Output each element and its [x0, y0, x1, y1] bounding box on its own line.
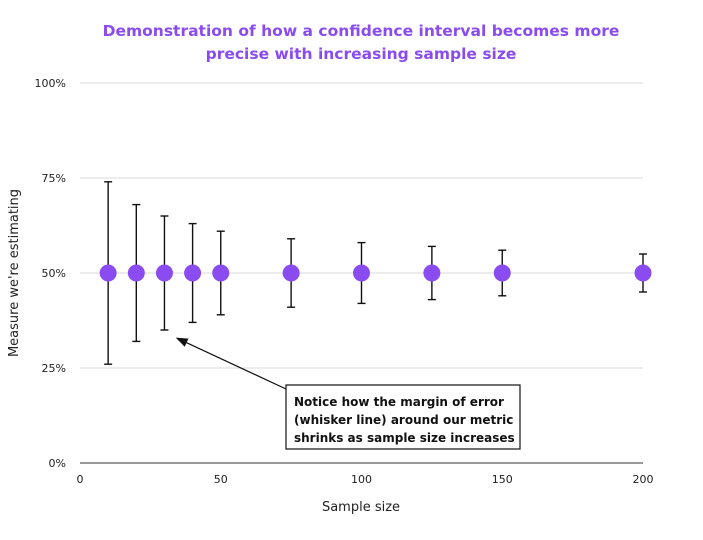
data-point	[634, 264, 652, 282]
annotation-arrow-head	[175, 337, 189, 347]
annotation-line-1: Notice how the margin of error	[294, 395, 504, 409]
annotation: Notice how the margin of error (whisker …	[175, 337, 521, 450]
y-tick-label: 50%	[42, 267, 66, 280]
x-tick-label: 0	[77, 473, 84, 486]
x-tick-label: 200	[633, 473, 654, 486]
x-axis-ticks: 0 50 100 150 200	[77, 473, 654, 486]
x-tick-label: 150	[492, 473, 513, 486]
y-axis-ticks: 0% 25% 50% 75% 100%	[35, 77, 66, 470]
y-tick-label: 100%	[35, 77, 66, 90]
y-tick-label: 0%	[49, 457, 66, 470]
data-point	[127, 264, 145, 282]
x-tick-label: 100	[351, 473, 372, 486]
data-point	[184, 264, 202, 282]
data-point	[493, 264, 511, 282]
gridlines	[80, 82, 643, 369]
y-axis-label: Measure we're estimating	[7, 189, 22, 357]
x-axis-label: Sample size	[322, 500, 400, 515]
annotation-line-2: (whisker line) around our metric	[294, 413, 513, 427]
y-tick-label: 25%	[42, 362, 66, 375]
data-point	[353, 264, 370, 282]
data-points	[99, 264, 652, 282]
chart-title-line-1: Demonstration of how a confidence interv…	[103, 22, 620, 40]
y-tick-label: 75%	[42, 172, 66, 185]
chart-title-line-2: precise with increasing sample size	[206, 45, 517, 63]
data-point	[423, 264, 441, 282]
annotation-line-3: shrinks as sample size increases	[294, 431, 515, 445]
data-point	[155, 264, 173, 282]
data-point	[282, 264, 300, 282]
data-point	[99, 264, 117, 282]
annotation-box	[285, 384, 521, 450]
x-tick-label: 50	[214, 473, 228, 486]
annotation-arrow-line	[186, 342, 287, 390]
data-point	[212, 264, 230, 282]
